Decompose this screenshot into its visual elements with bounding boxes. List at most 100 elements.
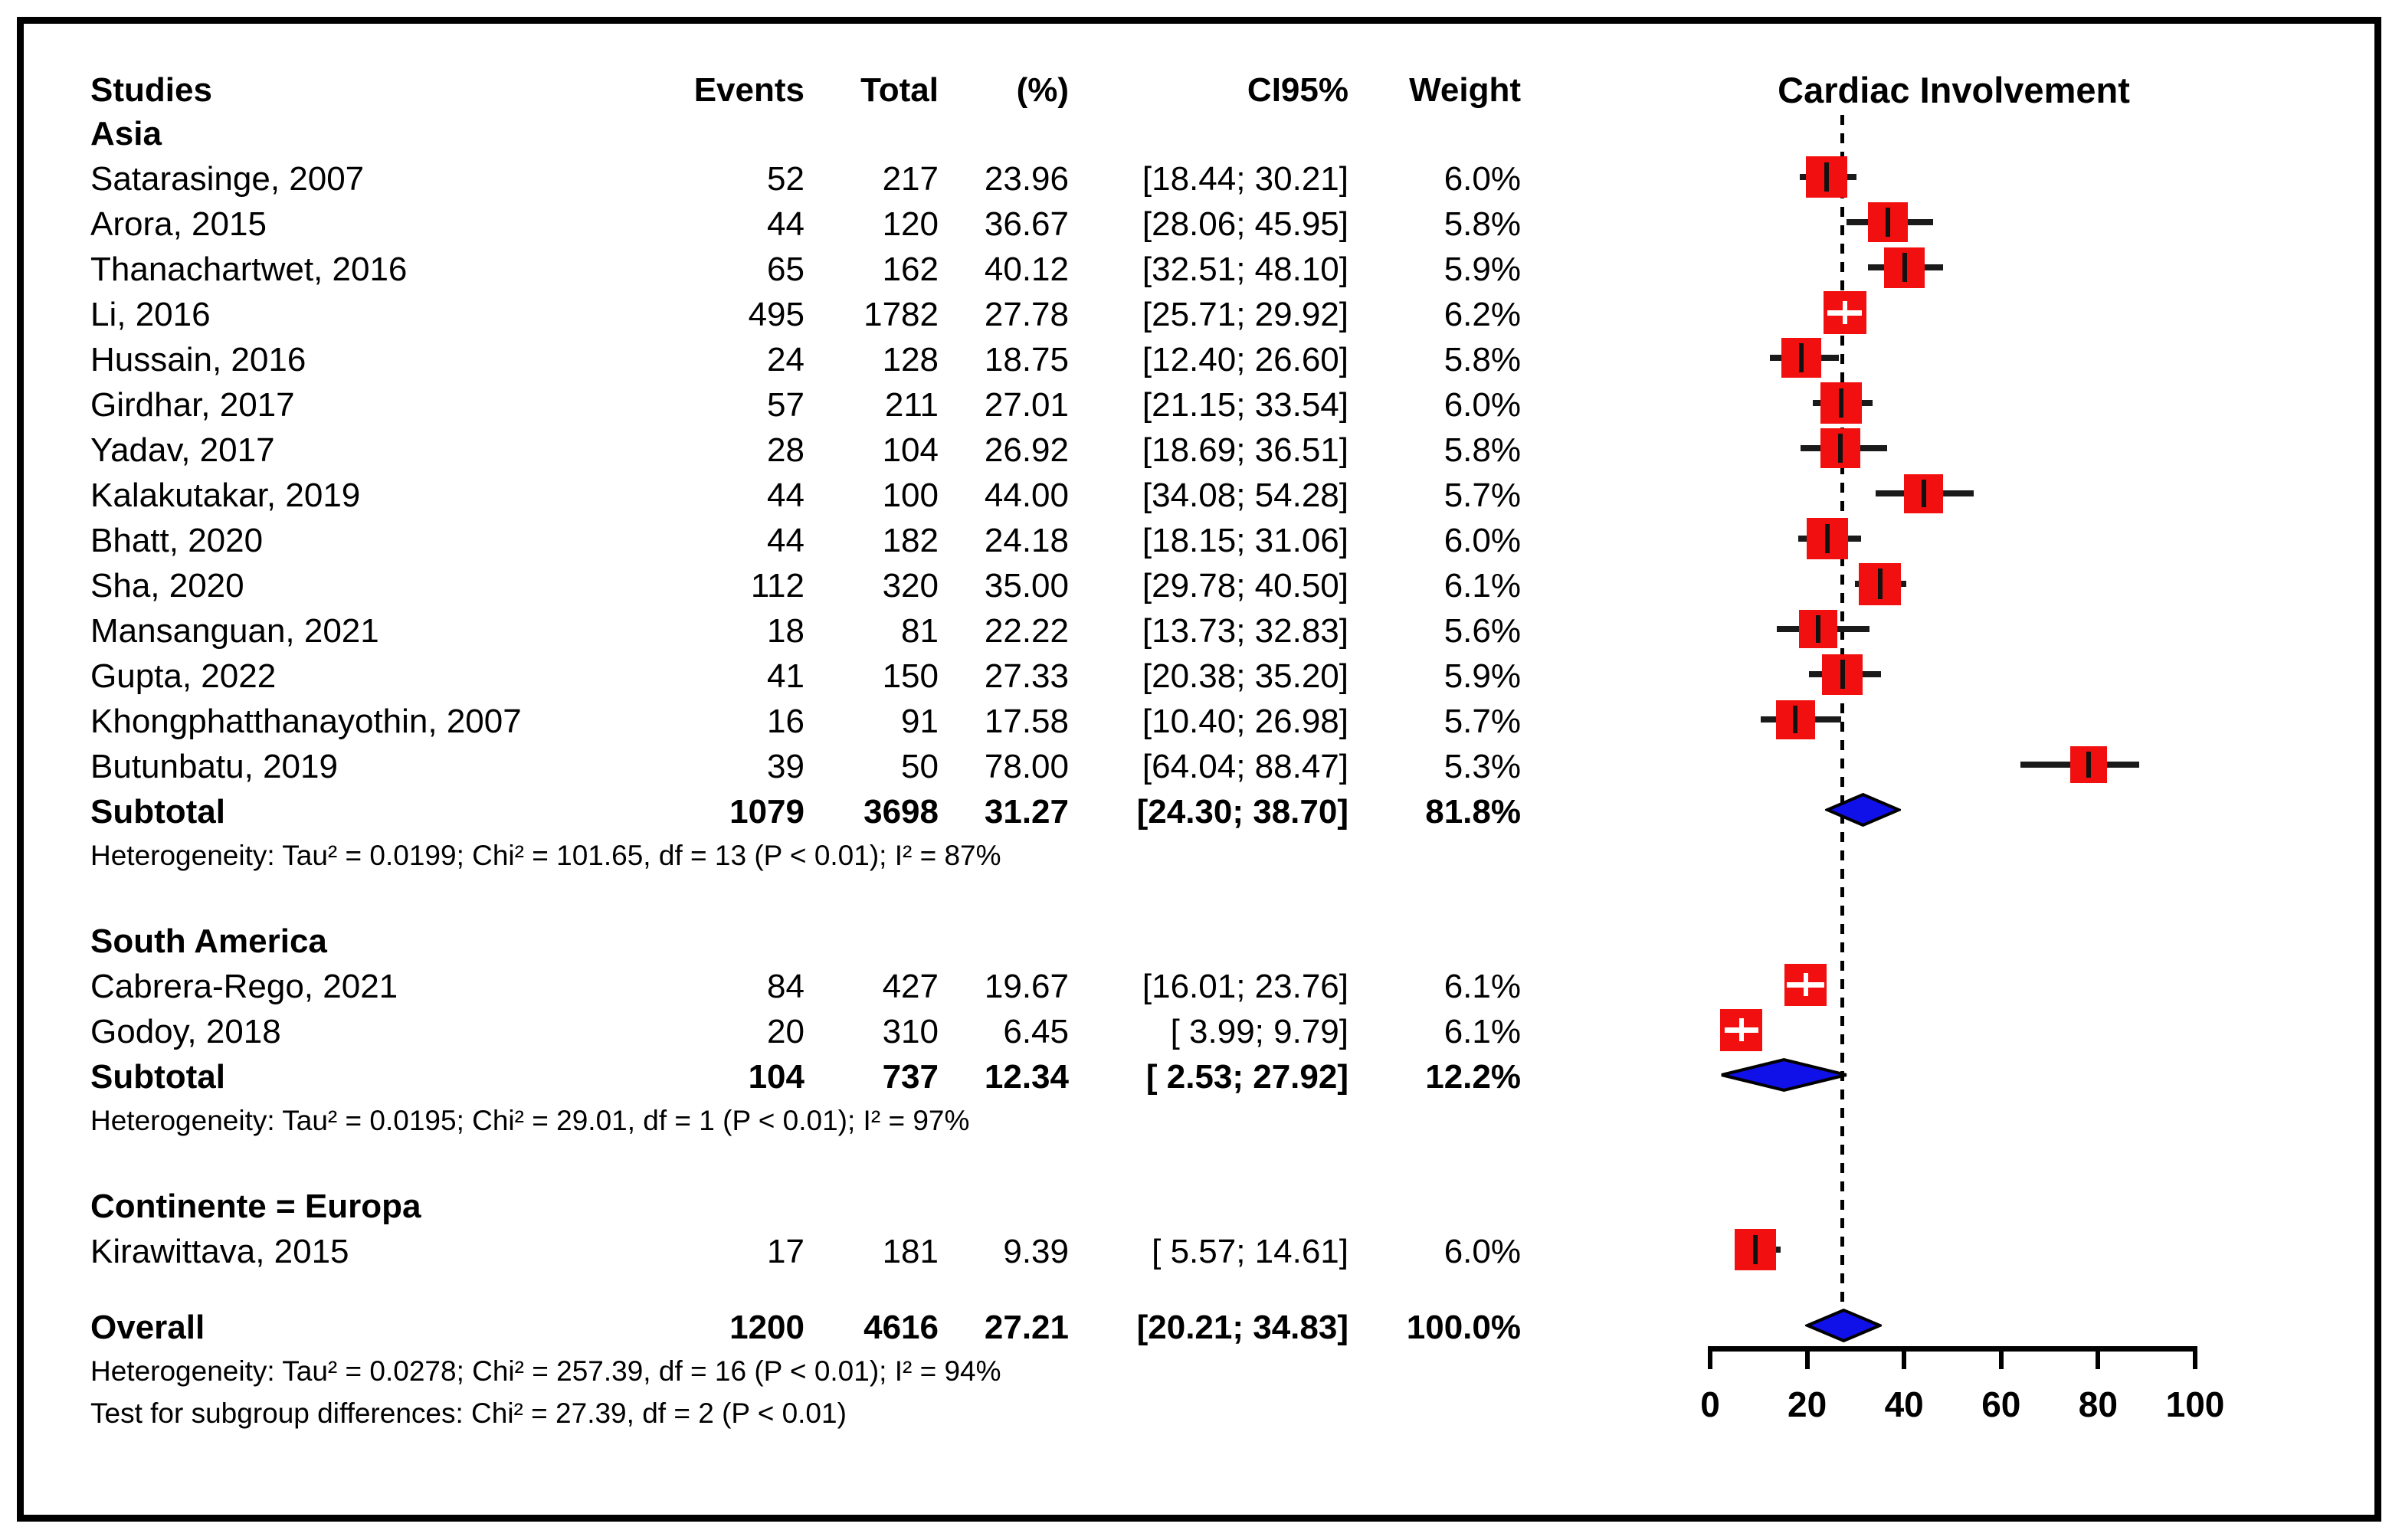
estimate-tick [1803, 972, 1808, 997]
estimate-tick [1738, 1017, 1744, 1042]
reference-line [1840, 115, 1844, 1352]
study-row-events-cell: 44 [767, 522, 804, 559]
study-row-name: Sha, 2020 [90, 567, 244, 605]
study-row-events-cell: 17 [767, 1233, 804, 1270]
study-row-name: Mansanguan, 2021 [90, 612, 379, 650]
study-row-events-cell: 84 [767, 968, 804, 1005]
subtotal-row-weight-cell: 81.8% [1425, 793, 1521, 831]
study-row-name: Hussain, 2016 [90, 341, 306, 378]
subtotal-row-pct-cell: 12.34 [984, 1058, 1069, 1096]
study-row-name: Khongphatthanayothin, 2007 [90, 703, 522, 740]
study-row-ci-cell: [34.08; 54.28] [1142, 477, 1348, 514]
study-row-name: Gupta, 2022 [90, 657, 277, 695]
x-axis-tick-label: 0 [1700, 1384, 1720, 1424]
study-row-ci-cell: [18.15; 31.06] [1142, 522, 1348, 559]
study-row-pct-cell: 23.96 [984, 160, 1069, 198]
subtotal-row-events-cell: 1079 [729, 793, 804, 831]
study-row-weight-cell: 5.7% [1443, 477, 1521, 514]
study-row-name: Cabrera-Rego, 2021 [90, 968, 398, 1005]
study-row-ci-cell: [64.04; 88.47] [1142, 748, 1348, 785]
study-row-events-cell: 52 [767, 160, 804, 198]
study-row-name: Satarasinge, 2007 [90, 160, 365, 198]
subtotal-row-events-cell: 104 [748, 1058, 804, 1096]
study-row-pct-cell: 26.92 [984, 431, 1069, 469]
estimate-tick [1842, 300, 1847, 325]
study-row-weight-cell: 5.3% [1443, 748, 1521, 785]
x-axis-tick-label: 40 [1884, 1384, 1924, 1424]
subtotal-row-pct-cell: 31.27 [984, 793, 1069, 831]
section-header: South America [90, 922, 327, 960]
overall-row-events-cell: 1200 [729, 1309, 804, 1346]
estimate-tick [1815, 615, 1820, 643]
x-axis-tick [2193, 1346, 2197, 1369]
x-axis-line [1710, 1346, 2195, 1352]
col-header-pct: (%) [1016, 71, 1069, 109]
study-row-name: Li, 2016 [90, 296, 211, 333]
study-row-name: Girdhar, 2017 [90, 386, 295, 424]
estimate-tick [1793, 705, 1798, 734]
study-row-total-cell: 427 [882, 968, 939, 1005]
study-row-total-cell: 162 [882, 251, 939, 288]
study-row-pct-cell: 6.45 [1003, 1013, 1069, 1050]
study-row-total-cell: 104 [882, 431, 939, 469]
x-axis-tick [1998, 1346, 2004, 1369]
study-row-weight-cell: 5.8% [1443, 431, 1521, 469]
estimate-tick [1840, 659, 1845, 690]
study-row-ci-cell: [10.40; 26.98] [1142, 703, 1348, 740]
study-row-total-cell: 50 [901, 748, 939, 785]
study-row-events-cell: 44 [767, 477, 804, 514]
study-row-pct-cell: 18.75 [984, 341, 1069, 378]
estimate-tick [1753, 1234, 1758, 1265]
study-row-pct-cell: 27.01 [984, 386, 1069, 424]
x-axis-tick-label: 80 [2078, 1384, 2118, 1424]
study-row-pct-cell: 27.33 [984, 657, 1069, 695]
estimate-tick [1877, 568, 1883, 599]
plot-title: Cardiac Involvement [1778, 70, 2130, 110]
study-row-ci-cell: [18.44; 30.21] [1142, 160, 1348, 198]
study-row-events-cell: 20 [767, 1013, 804, 1050]
study-row-total-cell: 211 [884, 386, 939, 424]
subtotal-row-name: Subtotal [90, 1058, 225, 1096]
section-header: Asia [90, 115, 162, 152]
section-header: Continente = Europa [90, 1188, 421, 1225]
study-row-weight-cell: 6.1% [1443, 968, 1521, 1005]
study-row-ci-cell: [16.01; 23.76] [1142, 968, 1348, 1005]
study-row-ci-cell: [13.73; 32.83] [1142, 612, 1348, 650]
col-header-ci: CI95% [1247, 71, 1348, 109]
study-row-events-cell: 28 [767, 431, 804, 469]
subtotal-row-ci-cell: [ 2.53; 27.92] [1145, 1058, 1348, 1096]
overall-heterogeneity-note: Heterogeneity: Tau² = 0.0278; Chi² = 257… [90, 1355, 1001, 1387]
study-row-total-cell: 91 [901, 703, 939, 740]
study-row-total-cell: 320 [882, 567, 939, 605]
study-row-weight-cell: 6.2% [1443, 296, 1521, 333]
study-row-weight-cell: 6.0% [1443, 522, 1521, 559]
subtotal-row-total-cell: 737 [882, 1058, 939, 1096]
col-header-total: Total [860, 71, 939, 109]
overall-row-name: Overall [90, 1309, 205, 1346]
estimate-tick [1838, 388, 1843, 418]
study-row-weight-cell: 5.8% [1443, 205, 1521, 243]
study-row-weight-cell: 5.9% [1443, 657, 1521, 695]
overall-row-ci-cell: [20.21; 34.83] [1136, 1309, 1348, 1346]
study-row-name: Arora, 2015 [90, 205, 267, 243]
study-row-pct-cell: 22.22 [984, 612, 1069, 650]
study-row-events-cell: 39 [767, 748, 804, 785]
subtotal-row-ci-cell: [24.30; 38.70] [1136, 793, 1348, 831]
study-row-weight-cell: 6.0% [1443, 1233, 1521, 1270]
overall-row-pct-cell: 27.21 [984, 1309, 1069, 1346]
study-row-name: Kalakutakar, 2019 [90, 477, 361, 514]
study-row-events-cell: 24 [767, 341, 804, 378]
study-row-total-cell: 181 [882, 1233, 939, 1270]
overall-row-total-cell: 4616 [863, 1309, 939, 1346]
study-row-events-cell: 57 [767, 386, 804, 424]
study-row-weight-cell: 5.6% [1443, 612, 1521, 650]
estimate-tick [1825, 523, 1830, 554]
study-row-total-cell: 310 [882, 1013, 939, 1050]
study-row-pct-cell: 19.67 [984, 968, 1069, 1005]
study-row-pct-cell: 27.78 [984, 296, 1069, 333]
summary-diamond [1804, 1308, 1883, 1343]
x-axis-tick [1804, 1346, 1810, 1369]
study-row-ci-cell: [ 3.99; 9.79] [1170, 1013, 1348, 1050]
study-row-events-cell: 112 [750, 567, 804, 605]
col-header-weight: Weight [1409, 71, 1521, 109]
